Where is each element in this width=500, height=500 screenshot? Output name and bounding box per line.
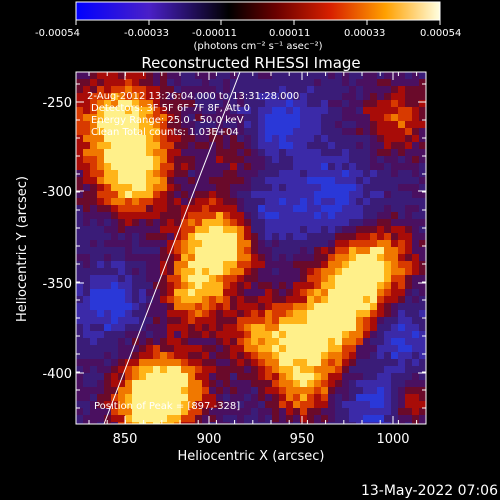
info-detectors: Detectors: 3F 5F 6F 7F 8F, Att 0	[91, 103, 250, 114]
y-tick-label: -250	[42, 96, 72, 111]
colorbar-tick-label: -0.00054	[35, 28, 80, 39]
colorbar-tick-label: 0.00011	[269, 28, 310, 39]
peak-position-label: Position of Peak = [897,-328]	[94, 401, 240, 412]
colorbar-tick-label: 0.00033	[344, 28, 385, 39]
y-tick-label: -350	[42, 277, 72, 292]
image-frame	[75, 71, 427, 425]
y-tick-label: -400	[42, 367, 72, 382]
colorbar-tick-label: -0.00011	[192, 28, 237, 39]
x-tick-label: 900	[197, 432, 222, 447]
timestamp: 13-May-2022 07:06	[361, 483, 498, 499]
y-axis-label: Heliocentric Y (arcsec)	[15, 176, 30, 322]
colorbar-tick-label: 0.00054	[420, 28, 461, 39]
colorbar-gradient	[75, 1, 441, 21]
image-title: Reconstructed RHESSI Image	[141, 54, 360, 72]
image-panel	[76, 72, 426, 424]
colorbar: -0.00054 -0.00033 -0.00011 0.00011 0.000…	[35, 1, 461, 52]
heatmap-pixels	[76, 72, 426, 424]
x-tick-label: 850	[113, 432, 138, 447]
info-clean-counts: Clean Total counts: 1.03E+04	[91, 127, 239, 138]
x-axis-label: Heliocentric X (arcsec)	[178, 449, 325, 464]
colorbar-units: (photons cm⁻² s⁻¹ asec⁻²)	[193, 41, 322, 52]
y-tick-label: -300	[42, 185, 72, 200]
x-tick-label: 1000	[376, 432, 409, 447]
solar-limb-line	[103, 72, 241, 424]
x-tick-label: 950	[290, 432, 315, 447]
colorbar-tick-label: -0.00033	[124, 28, 169, 39]
info-energy-range: Energy Range: 25.0 - 50.0 keV	[91, 115, 244, 126]
info-time-range: 2-Aug-2012 13:26:04.000 to 13:31:28.000	[87, 91, 299, 102]
